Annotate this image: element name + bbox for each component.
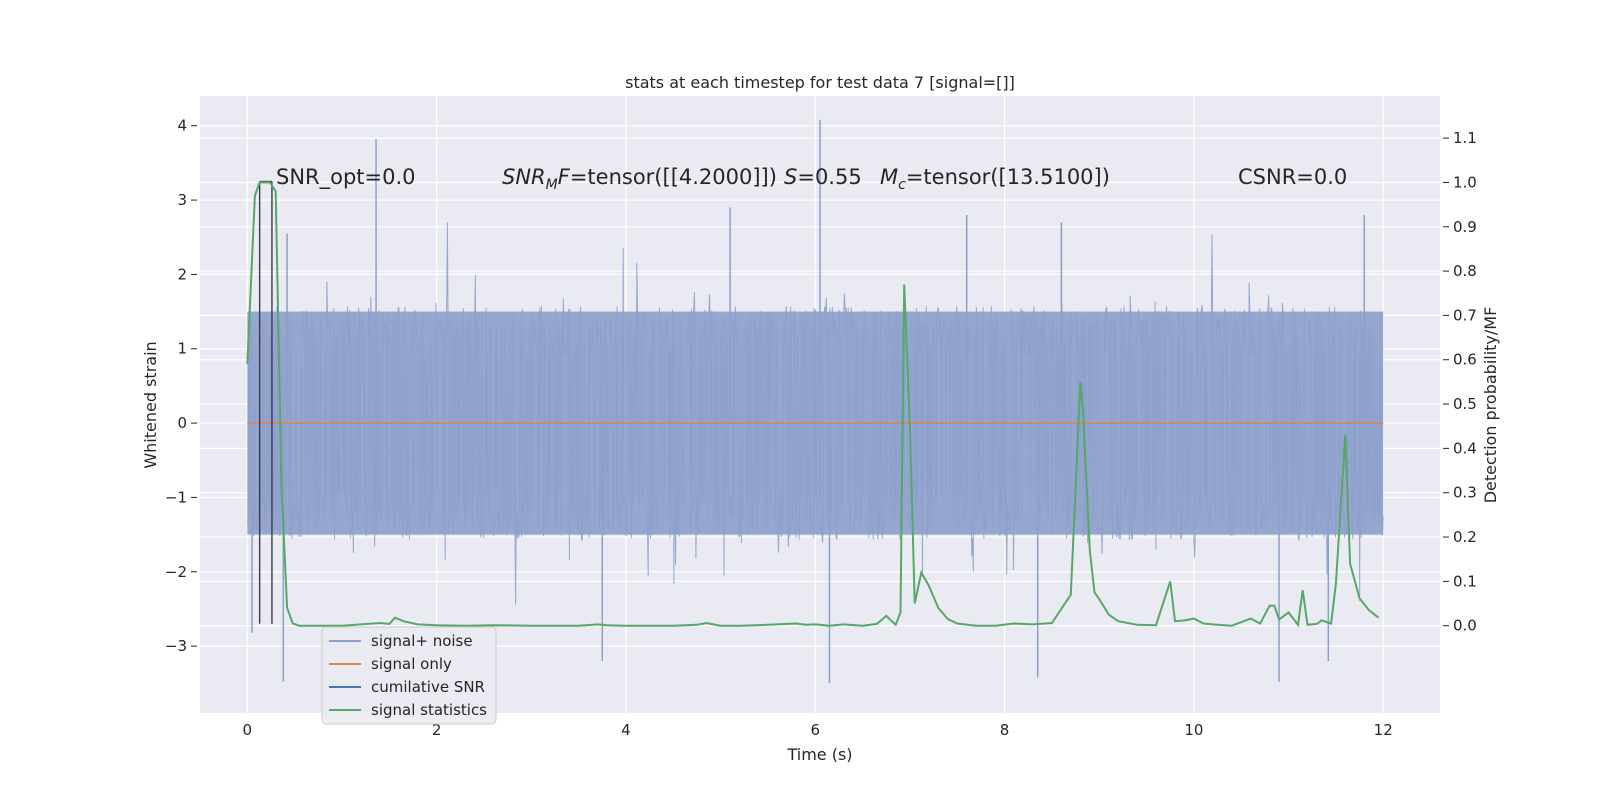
y-tick-label-right: 0.8 [1453,262,1477,280]
x-tick-label: 8 [1000,721,1010,739]
mc-symbol: M [880,165,898,189]
y-tick-label-right: 1.1 [1453,129,1477,147]
y-tick-label-right: 0.3 [1453,484,1477,502]
annotation-mc: Mc=tensor([13.5100]) [880,165,1110,193]
legend-box [321,626,497,725]
y-tick-label-right: 0.2 [1453,528,1477,546]
y-axis-label-left: Whitened strain [141,341,160,468]
y-tick-label-right: 0.6 [1453,351,1477,369]
mc-value: =tensor([13.5100]) [906,165,1110,189]
y-tick-label-left: 2 [177,265,187,283]
annotation-csnr: CSNR=0.0 [1238,165,1347,189]
snr-mf-subscript: M [546,177,558,193]
y-tick-label-right: 0.5 [1453,395,1477,413]
y-tick-label-left: 0 [177,414,187,432]
legend: signal+ noise signal only cumilative SNR… [321,626,497,725]
snr-mf-suffix: F [558,165,571,189]
x-tick-label: 10 [1184,721,1203,739]
legend-label-cumilative-snr: cumilative SNR [371,678,485,696]
legend-label-signal-only: signal only [371,655,452,673]
legend-label-signal-noise: signal+ noise [371,632,473,650]
y-tick-label-left: 3 [177,191,187,209]
s-value: =0.55 [797,165,861,189]
axis-ticks: 0 2 4 6 8 10 1243210−1−2−31.11.00.90.80.70.60.… [165,117,1477,739]
y-tick-label-right: 0.9 [1453,218,1477,236]
y-tick-label-right: 0.1 [1453,572,1477,590]
legend-label-signal-statistics: signal statistics [371,701,487,719]
mc-subscript: c [898,177,906,193]
y-tick-label-left: −1 [165,488,187,506]
y-tick-label-right: 1.0 [1453,173,1477,191]
x-tick-label: 2 [432,721,442,739]
y-axis-label-right: Detection probability/MF [1481,307,1500,504]
x-axis-label: Time (s) [786,745,852,764]
signal-statistics-line [246,181,1380,628]
snr-mf-value: =tensor([[4.2000]]) [570,165,777,189]
x-tick-label: 0 [243,721,253,739]
noise-trace [246,222,1384,605]
y-tick-label-right: 0.0 [1453,617,1477,635]
series-signal-statistics [246,181,1380,628]
y-tick-label-right: 0.7 [1453,306,1477,324]
x-tick-label: 6 [810,721,820,739]
y-tick-label-left: −2 [165,563,187,581]
snr-mf-symbol: SNR [502,165,546,189]
annotation-snr-mf: SNRMF=tensor([[4.2000]]) [502,165,777,193]
y-tick-label-left: −3 [165,637,187,655]
y-tick-label-right: 0.4 [1453,439,1477,457]
x-tick-label: 4 [621,721,631,739]
y-tick-label-left: 1 [177,340,187,358]
annotation-snr-opt: SNR_opt=0.0 [276,165,416,190]
chart-title: stats at each timestep for test data 7 [… [625,73,1015,92]
y-tick-label-left: 4 [177,117,187,135]
s-symbol: S [784,165,797,189]
annotation-s: S=0.55 [784,165,862,189]
x-tick-label: 12 [1374,721,1393,739]
